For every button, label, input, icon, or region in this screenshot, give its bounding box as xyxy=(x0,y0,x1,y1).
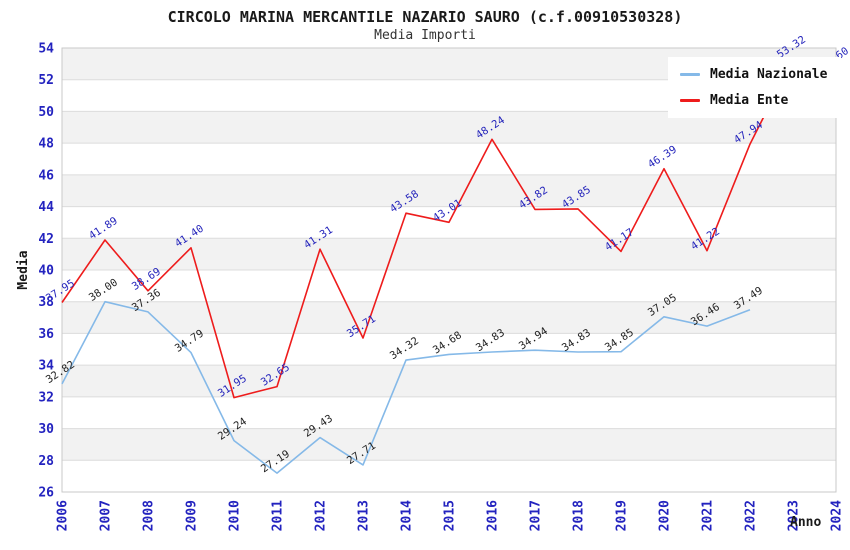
chart-title: CIRCOLO MARINA MERCANTILE NAZARIO SAURO … xyxy=(167,8,683,26)
y-tick-label: 26 xyxy=(38,486,54,501)
y-tick-label: 48 xyxy=(38,137,54,152)
legend-swatch-nazionale-icon xyxy=(680,73,700,76)
plot-band xyxy=(62,301,836,334)
x-axis-title: Anno xyxy=(790,515,821,530)
x-tick-label: 2017 xyxy=(529,500,544,531)
x-tick-label: 2010 xyxy=(228,500,243,531)
plot-band xyxy=(62,174,836,207)
plot-border xyxy=(61,47,837,493)
x-tick-label: 2008 xyxy=(142,500,157,531)
x-tick-label: 2019 xyxy=(615,500,630,531)
y-tick-label: 54 xyxy=(38,42,54,57)
y-tick-label: 28 xyxy=(38,454,54,469)
y-tick-label: 52 xyxy=(38,73,54,88)
y-tick-label: 46 xyxy=(38,168,54,183)
y-tick-label: 32 xyxy=(38,390,54,405)
x-tick-label: 2007 xyxy=(99,500,114,531)
series-line-media-ente xyxy=(61,57,837,399)
x-tick-label: 2015 xyxy=(443,500,458,531)
series-line-media-nazionale xyxy=(61,300,751,474)
legend: Media Nazionale Media Ente xyxy=(668,57,842,118)
plot-band xyxy=(62,428,836,461)
legend-label-ente: Media Ente xyxy=(710,93,789,108)
x-tick-label: 2011 xyxy=(271,500,286,531)
plot-band xyxy=(62,365,836,397)
x-tick-label: 2006 xyxy=(56,500,71,531)
y-tick-label: 34 xyxy=(38,359,54,374)
x-tick-label: 2024 xyxy=(830,500,845,531)
x-tick-label: 2016 xyxy=(486,500,501,531)
y-tick-label: 38 xyxy=(38,295,54,310)
x-tick-label: 2009 xyxy=(185,500,200,531)
y-tick-label: 40 xyxy=(38,264,54,279)
x-tick-label: 2022 xyxy=(744,500,759,531)
x-tick-label: 2012 xyxy=(314,500,329,531)
y-axis-title: Media xyxy=(16,250,31,289)
y-tick-label: 44 xyxy=(38,200,54,215)
data-label-media-nazionale: 38.00 xyxy=(87,277,120,304)
x-tick-label: 2018 xyxy=(572,500,587,531)
x-tick-label: 2014 xyxy=(400,500,415,531)
plot-band xyxy=(62,238,836,270)
legend-swatch-ente-icon xyxy=(680,99,700,102)
y-tick-label: 50 xyxy=(38,105,54,120)
legend-item-media-nazionale[interactable]: Media Nazionale xyxy=(680,67,827,82)
y-tick-label: 42 xyxy=(38,232,54,247)
legend-item-media-ente[interactable]: Media Ente xyxy=(680,93,827,108)
legend-label-nazionale: Media Nazionale xyxy=(710,67,828,82)
x-tick-label: 2021 xyxy=(701,500,716,531)
data-label-media-ente: 46.39 xyxy=(646,144,679,171)
y-tick-label: 30 xyxy=(38,422,54,437)
y-tick-label: 36 xyxy=(38,327,54,342)
x-tick-label: 2020 xyxy=(658,500,673,531)
x-tick-label: 2013 xyxy=(357,500,372,531)
x-tick-label: 2023 xyxy=(787,500,802,531)
chart-subtitle: Media Importi xyxy=(374,28,476,43)
